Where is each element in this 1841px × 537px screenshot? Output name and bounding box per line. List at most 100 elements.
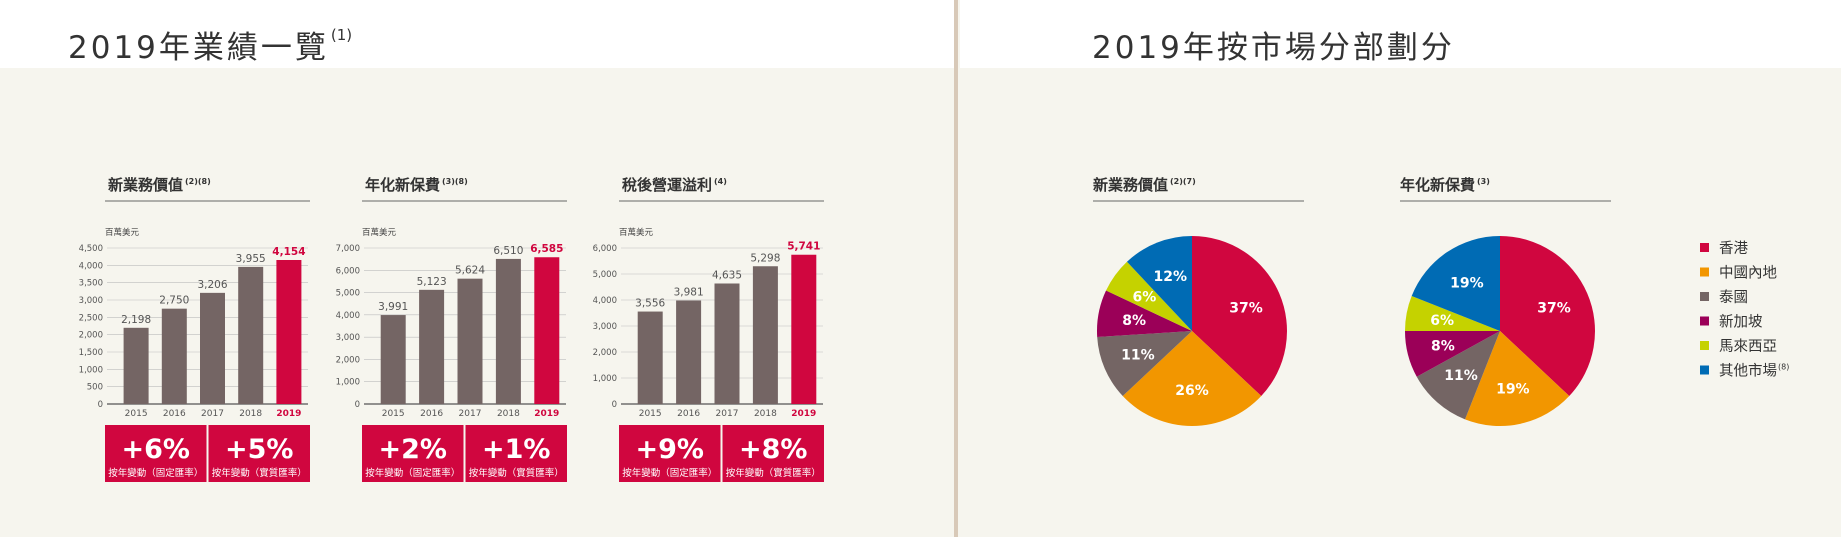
value-label: 5,123	[417, 276, 447, 288]
x-tick-label: 2017	[201, 409, 224, 419]
x-tick-label: 2015	[382, 409, 405, 419]
pie-slice-singapore	[1405, 331, 1500, 377]
bar	[238, 266, 264, 404]
change-value: +6%	[122, 434, 190, 465]
value-label: 4,154	[272, 246, 305, 258]
y-tick-label: 1,000	[79, 365, 103, 375]
slice-label: 12%	[1154, 269, 1188, 285]
y-tick-label: 0	[98, 400, 103, 410]
bar	[161, 308, 187, 404]
change-pill	[208, 425, 310, 482]
header-band	[0, 0, 954, 68]
x-tick-label: 2016	[163, 409, 186, 419]
legend-swatch	[1700, 365, 1709, 375]
slice-label: 19%	[1450, 275, 1484, 291]
bar-chart-2: 年化新保費 (3)(8) 百萬美元 0 1,000 2,000 3,000 4,000 5,00…	[336, 176, 567, 482]
legend-swatch	[1700, 341, 1709, 350]
legend-label: 香港	[1719, 240, 1748, 257]
results-overview-panel: 2019年業績一覽 (1)	[0, 0, 954, 68]
slice-label: 19%	[1496, 381, 1530, 397]
y-unit-label: 百萬美元	[105, 227, 140, 238]
legend-swatch	[1700, 267, 1709, 277]
legend-swatch	[1700, 316, 1709, 326]
x-tick-label: 2015	[639, 409, 662, 419]
legend-label: 馬來西亞	[1719, 338, 1777, 355]
bar	[637, 311, 663, 404]
pie-chart-1: 新業務價值 (2)(7) 37% 26% 11% 8% 6% 12%	[1093, 176, 1304, 427]
x-tick-label: 2019	[276, 409, 301, 419]
pie-slice-malaysia	[1405, 296, 1500, 331]
pie-slice-thailand	[1416, 331, 1500, 420]
change-value: +9%	[636, 434, 704, 465]
y-unit-label: 百萬美元	[619, 227, 654, 238]
change-caption: 按年變動（固定匯率）	[108, 467, 203, 479]
legend-swatch	[1700, 243, 1709, 252]
page-title: 2019年業績一覽 (1)	[68, 26, 353, 66]
x-tick-label: 2019	[534, 409, 559, 419]
slice-label: 11%	[1444, 368, 1478, 384]
pie-slice-other	[1126, 236, 1192, 331]
pie-slice-mainland	[1122, 331, 1262, 427]
change-value: +5%	[225, 434, 293, 465]
y-tick-label: 1,500	[79, 348, 103, 358]
y-tick-label: 2,000	[79, 331, 103, 341]
bar	[714, 283, 740, 404]
slice-label: 37%	[1229, 301, 1263, 317]
y-tick-label: 4,500	[79, 244, 103, 254]
chart-title: 新業務價值 (2)(7)	[1093, 176, 1196, 194]
chart-title: 新業務價值 (2)(8)	[108, 176, 211, 194]
slice-label: 26%	[1175, 383, 1209, 399]
value-label: 4,635	[712, 269, 742, 281]
slice-label: 8%	[1431, 339, 1455, 355]
y-tick-label: 3,000	[336, 333, 360, 343]
y-tick-label: 4,000	[79, 261, 103, 271]
y-tick-label: 3,500	[79, 279, 103, 289]
panel-divider	[954, 0, 958, 537]
change-caption: 按年變動（實質匯率）	[469, 467, 564, 479]
bar	[200, 292, 225, 404]
x-tick-label: 2017	[459, 409, 482, 419]
change-pill	[619, 425, 721, 482]
page-title: 2019年按市場分部劃分	[1092, 30, 1455, 66]
value-label: 5,741	[787, 241, 820, 253]
value-label: 3,981	[674, 286, 704, 298]
y-tick-label: 0	[355, 400, 360, 410]
value-label: 5,624	[455, 265, 485, 277]
value-label: 3,556	[635, 298, 665, 310]
bar-chart-1: 新業務價值 (2)(8) 百萬美元 0 500 1,000 1,500 2,000 2,500 3…	[79, 176, 310, 482]
x-tick-label: 2016	[420, 409, 443, 419]
value-label: 2,750	[159, 295, 189, 307]
bar	[123, 327, 149, 404]
y-tick-label: 3,000	[593, 322, 617, 332]
pie-slice-other	[1411, 236, 1500, 331]
value-label: 3,206	[197, 279, 227, 291]
change-pill	[465, 425, 567, 482]
y-tick-label: 2,000	[336, 355, 360, 365]
value-label: 3,991	[378, 301, 408, 313]
bar	[495, 258, 521, 404]
bar-chart-3: 稅後營運溢利 (4) 百萬美元 0 1,000 2,000 3,000 4,000 5,000 6…	[593, 176, 824, 482]
value-label: 3,955	[236, 253, 266, 265]
slice-label: 11%	[1121, 347, 1155, 363]
change-value: +8%	[739, 434, 807, 465]
legend-label: 泰國	[1719, 289, 1748, 306]
y-tick-label: 4,000	[336, 311, 360, 321]
y-tick-label: 7,000	[336, 244, 360, 254]
change-value: +2%	[379, 434, 447, 465]
value-label: 2,198	[121, 314, 151, 326]
y-tick-label: 3,000	[79, 296, 103, 306]
pie-slice-malaysia	[1106, 261, 1192, 331]
change-caption: 按年變動（實質匯率）	[212, 467, 307, 479]
legend-label: 其他市場(8)	[1719, 363, 1789, 380]
x-tick-label: 2018	[497, 409, 520, 419]
change-caption: 按年變動（實質匯率）	[726, 467, 821, 479]
chart-title: 年化新保費 (3)	[1400, 176, 1490, 194]
pie-slice-singapore	[1097, 290, 1192, 337]
y-tick-label: 4,000	[593, 296, 617, 306]
y-unit-label: 百萬美元	[362, 227, 397, 238]
slice-label: 6%	[1430, 313, 1454, 329]
value-label: 6,585	[530, 243, 563, 255]
y-tick-label: 1,000	[336, 378, 360, 388]
slice-label: 37%	[1537, 301, 1571, 317]
